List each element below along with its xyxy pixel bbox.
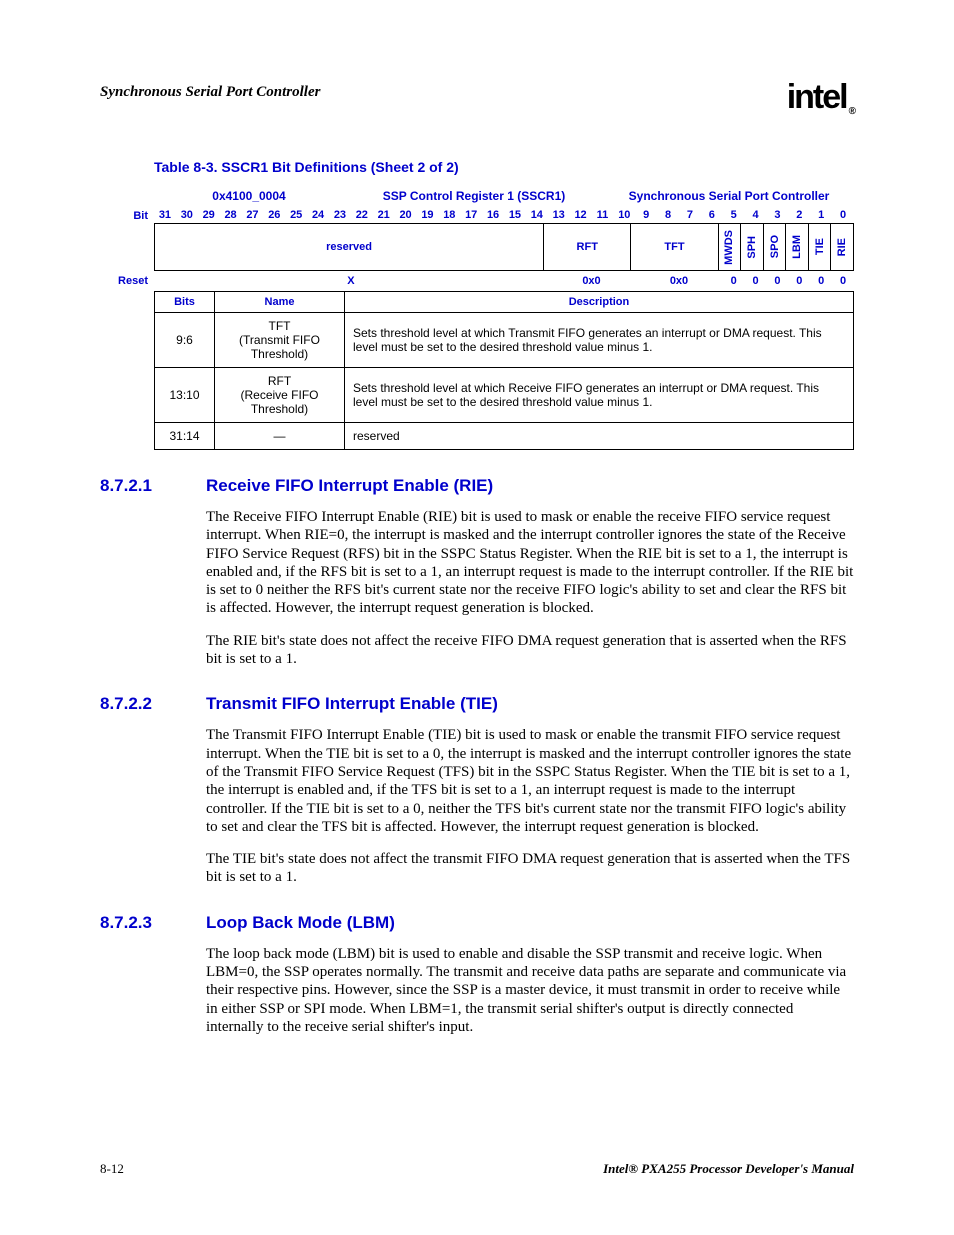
section-heading: 8.7.2.2Transmit FIFO Interrupt Enable (T… — [100, 694, 854, 714]
table-row: 31:14—reserved — [155, 423, 854, 450]
table-row: 9:6TFT(Transmit FIFO Threshold)Sets thre… — [155, 313, 854, 368]
bit-number: 0 — [832, 209, 854, 223]
bit-number: 10 — [613, 209, 635, 223]
section-title: Receive FIFO Interrupt Enable (RIE) — [206, 476, 493, 496]
bit-number: 28 — [220, 209, 242, 223]
bit-number: 22 — [351, 209, 373, 223]
body-paragraph: The Receive FIFO Interrupt Enable (RIE) … — [206, 508, 854, 618]
reset-value: 0x0 — [635, 271, 723, 291]
bit-number: 4 — [745, 209, 767, 223]
bit-number: 5 — [723, 209, 745, 223]
bit-number: 25 — [285, 209, 307, 223]
bit-number: 19 — [417, 209, 439, 223]
reset-row: Reset X0x00x0000000 — [100, 271, 854, 291]
reset-value: 0 — [723, 271, 745, 291]
section-number: 8.7.2.2 — [100, 694, 206, 714]
bit-number: 12 — [570, 209, 592, 223]
bit-field: SPO — [764, 223, 787, 271]
bit-field: SPH — [741, 223, 764, 271]
bit-field: MWDS — [719, 223, 742, 271]
table-cell-bits: 31:14 — [155, 423, 215, 450]
body-paragraph: The RIE bit's state does not affect the … — [206, 632, 854, 669]
reset-value: 0 — [745, 271, 767, 291]
bit-number: 9 — [635, 209, 657, 223]
manual-title: Intel® PXA255 Processor Developer's Manu… — [603, 1161, 854, 1177]
reset-label: Reset — [100, 271, 154, 291]
section-title: Loop Back Mode (LBM) — [206, 913, 395, 933]
bit-field: RFT — [544, 223, 631, 271]
reset-value: 0 — [810, 271, 832, 291]
page-number: 8-12 — [100, 1161, 124, 1177]
table-cell-name: RFT(Receive FIFO Threshold) — [215, 368, 345, 423]
reset-value: X — [154, 271, 548, 291]
bit-number: 14 — [526, 209, 548, 223]
page-footer: 8-12 Intel® PXA255 Processor Developer's… — [100, 1161, 854, 1177]
reset-value: 0 — [832, 271, 854, 291]
bit-number: 8 — [657, 209, 679, 223]
section-title: Transmit FIFO Interrupt Enable (TIE) — [206, 694, 498, 714]
reset-value: 0x0 — [548, 271, 636, 291]
reset-value: 0 — [788, 271, 810, 291]
body-paragraph: The loop back mode (LBM) bit is used to … — [206, 945, 854, 1036]
bit-number: 24 — [307, 209, 329, 223]
bit-number: 18 — [438, 209, 460, 223]
bit-numbers-row: Bit 313029282726252423222120191817161514… — [100, 209, 854, 223]
col-bits: Bits — [155, 292, 215, 313]
header-title: Synchronous Serial Port Controller — [100, 78, 320, 101]
table-cell-bits: 9:6 — [155, 313, 215, 368]
page-header: Synchronous Serial Port Controller intel… — [100, 78, 854, 117]
table-cell-desc: reserved — [345, 423, 854, 450]
bit-number: 2 — [788, 209, 810, 223]
section-number: 8.7.2.1 — [100, 476, 206, 496]
section-heading: 8.7.2.3Loop Back Mode (LBM) — [100, 913, 854, 933]
bit-number: 1 — [810, 209, 832, 223]
bit-field: TFT — [631, 223, 718, 271]
bit-number: 23 — [329, 209, 351, 223]
register-controller: Synchronous Serial Port Controller — [604, 189, 854, 203]
col-desc: Description — [345, 292, 854, 313]
bit-fields-row: reservedRFTTFTMWDSSPHSPOLBMTIERIE — [100, 223, 854, 271]
bit-number: 6 — [701, 209, 723, 223]
section-heading: 8.7.2.1Receive FIFO Interrupt Enable (RI… — [100, 476, 854, 496]
bit-number: 16 — [482, 209, 504, 223]
register-header-row: 0x4100_0004 SSP Control Register 1 (SSCR… — [154, 189, 854, 203]
table-cell-name: — — [215, 423, 345, 450]
table-cell-desc: Sets threshold level at which Receive FI… — [345, 368, 854, 423]
register-name: SSP Control Register 1 (SSCR1) — [344, 189, 604, 203]
bit-number: 20 — [395, 209, 417, 223]
bit-number: 7 — [679, 209, 701, 223]
bit-field: reserved — [154, 223, 544, 271]
bit-label: Bit — [100, 209, 154, 223]
body-paragraph: The Transmit FIFO Interrupt Enable (TIE)… — [206, 726, 854, 836]
bit-field: LBM — [786, 223, 809, 271]
bit-number: 17 — [460, 209, 482, 223]
reset-value: 0 — [767, 271, 789, 291]
bit-number: 30 — [176, 209, 198, 223]
bit-field: TIE — [809, 223, 832, 271]
bit-number: 31 — [154, 209, 176, 223]
table-caption: Table 8-3. SSCR1 Bit Definitions (Sheet … — [154, 159, 854, 175]
bit-field: RIE — [831, 223, 854, 271]
bit-number: 15 — [504, 209, 526, 223]
register-address: 0x4100_0004 — [154, 189, 344, 203]
bit-number: 26 — [263, 209, 285, 223]
bit-definitions-table: Bits Name Description 9:6TFT(Transmit FI… — [154, 291, 854, 450]
table-cell-desc: Sets threshold level at which Transmit F… — [345, 313, 854, 368]
bit-number: 21 — [373, 209, 395, 223]
table-cell-name: TFT(Transmit FIFO Threshold) — [215, 313, 345, 368]
bit-number: 3 — [767, 209, 789, 223]
bit-number: 13 — [548, 209, 570, 223]
intel-logo: intel® — [787, 78, 854, 117]
bit-number: 11 — [592, 209, 614, 223]
table-row: 13:10RFT(Receive FIFO Threshold)Sets thr… — [155, 368, 854, 423]
bit-number: 29 — [198, 209, 220, 223]
col-name: Name — [215, 292, 345, 313]
section-number: 8.7.2.3 — [100, 913, 206, 933]
body-paragraph: The TIE bit's state does not affect the … — [206, 850, 854, 887]
bit-number: 27 — [242, 209, 264, 223]
table-cell-bits: 13:10 — [155, 368, 215, 423]
